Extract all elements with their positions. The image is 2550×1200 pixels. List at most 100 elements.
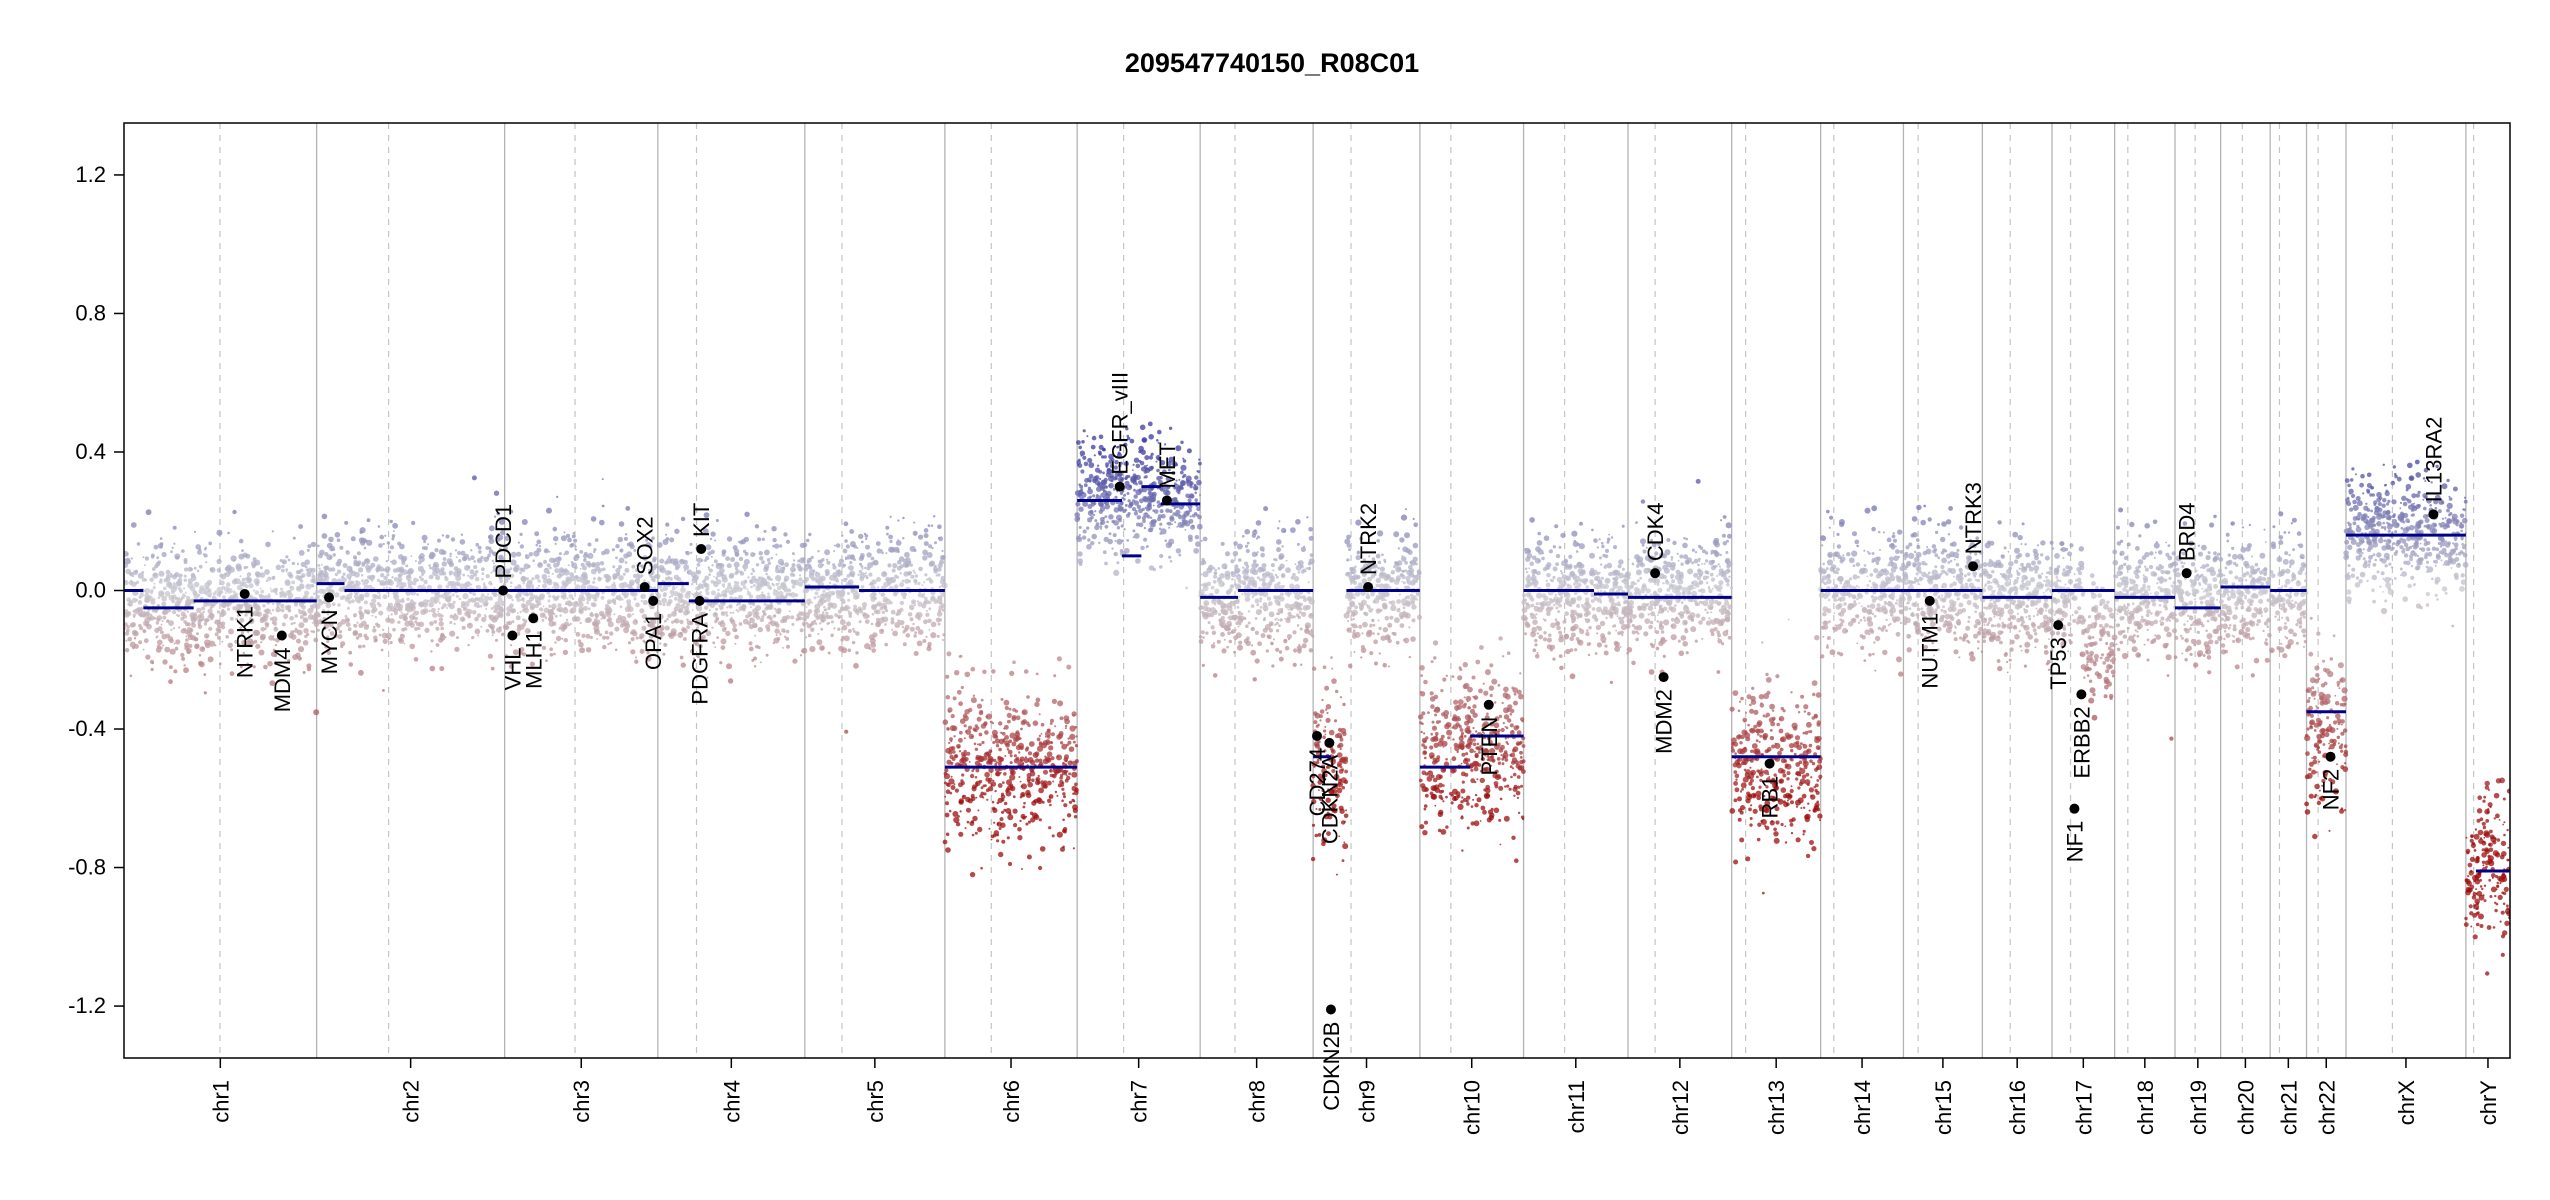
probe-point: [1049, 773, 1054, 778]
probe-point: [991, 722, 995, 725]
probe-point: [519, 544, 525, 549]
probe-point: [615, 556, 618, 560]
probe-point: [885, 598, 891, 605]
probe-point: [216, 558, 222, 565]
probe-point: [942, 719, 949, 725]
probe-point: [171, 596, 175, 600]
probe-point: [138, 623, 142, 628]
probe-point: [1074, 744, 1079, 748]
probe-point: [875, 541, 881, 546]
probe-point: [841, 534, 844, 537]
probe-point: [1284, 645, 1290, 651]
probe-point: [996, 801, 1000, 805]
probe-point: [998, 721, 1003, 726]
probe-point: [784, 562, 789, 568]
probe-point: [804, 577, 810, 582]
chart-title: 209547740150_R08C01: [1125, 48, 1419, 78]
probe-point: [1100, 527, 1102, 530]
probe-point: [246, 630, 250, 634]
probe-point: [126, 597, 132, 603]
probe-point: [154, 564, 159, 569]
probe-point: [853, 662, 859, 669]
probe-point: [548, 550, 551, 553]
probe-point: [985, 788, 990, 792]
probe-point: [1063, 769, 1068, 774]
probe-point: [180, 628, 186, 634]
probe-point: [552, 558, 557, 562]
probe-point: [553, 536, 559, 542]
probe-point: [865, 575, 869, 578]
probe-point: [285, 568, 289, 571]
probe-point: [282, 593, 288, 598]
probe-point: [363, 578, 370, 585]
probe-point: [356, 621, 359, 624]
probe-point: [1276, 547, 1282, 553]
probe-point: [767, 592, 770, 596]
probe-point: [912, 622, 915, 626]
probe-point: [622, 572, 626, 576]
probe-point: [548, 575, 550, 578]
probe-point: [1147, 527, 1153, 533]
probe-point: [1229, 584, 1235, 589]
probe-point: [184, 591, 187, 594]
probe-point: [312, 630, 316, 634]
probe-point: [424, 627, 430, 633]
probe-point: [259, 572, 266, 578]
probe-point: [993, 821, 996, 824]
probe-point: [509, 585, 512, 588]
probe-point: [382, 594, 388, 600]
probe-point: [978, 743, 982, 747]
probe-point: [973, 742, 977, 746]
probe-point: [1135, 558, 1141, 564]
probe-point: [1049, 769, 1052, 772]
probe-point: [1028, 741, 1035, 747]
probe-point: [455, 575, 462, 582]
probe-point: [380, 573, 385, 578]
probe-point: [565, 618, 569, 622]
probe-point: [940, 584, 944, 588]
probe-point: [1246, 541, 1250, 545]
probe-point: [558, 606, 564, 613]
probe-point: [392, 627, 396, 632]
probe-point: [149, 596, 154, 602]
probe-point: [563, 568, 568, 573]
probe-point: [579, 647, 586, 654]
probe-point: [1196, 507, 1201, 512]
probe-point: [305, 583, 312, 590]
probe-point: [1195, 541, 1201, 547]
probe-point: [635, 656, 637, 659]
probe-point: [640, 593, 647, 600]
probe-point: [618, 521, 625, 527]
probe-point: [968, 761, 971, 763]
probe-point: [600, 595, 605, 600]
probe-point: [1043, 769, 1048, 775]
probe-point: [948, 778, 955, 785]
probe-point: [1078, 506, 1084, 512]
probe-point: [454, 646, 460, 652]
probe-point: [406, 597, 410, 601]
probe-point: [750, 552, 756, 558]
probe-point: [164, 646, 171, 653]
probe-point: [747, 616, 750, 619]
probe-point: [537, 584, 541, 588]
probe-point: [1035, 776, 1041, 782]
probe-point: [897, 519, 900, 522]
probe-point: [859, 576, 865, 582]
probe-point: [770, 620, 773, 624]
probe-point: [891, 628, 894, 631]
probe-point: [463, 601, 470, 607]
probe-point: [224, 592, 227, 594]
probe-point: [716, 636, 720, 639]
probe-point: [1012, 795, 1016, 799]
probe-point: [529, 605, 535, 611]
probe-point: [349, 592, 353, 596]
probe-point: [798, 577, 803, 582]
probe-point: [249, 617, 252, 620]
probe-point: [571, 534, 576, 539]
probe-point: [941, 549, 944, 553]
probe-point: [484, 602, 488, 607]
probe-point: [549, 653, 554, 657]
probe-point: [269, 680, 276, 686]
probe-point: [1133, 488, 1136, 492]
